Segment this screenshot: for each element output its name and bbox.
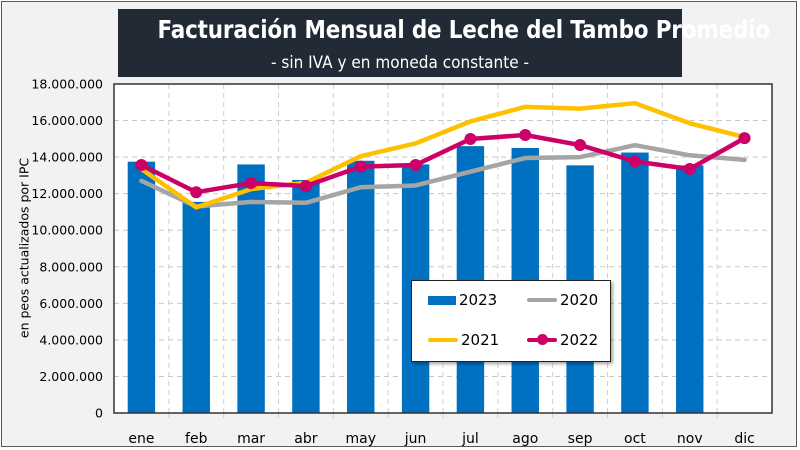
x-tick-label-abr: abr [294,431,317,447]
line-2022 [139,132,747,195]
line-series [135,100,751,210]
y-tick-label: 2.000.000 [39,369,103,384]
marker-2022-may [354,160,367,173]
x-tick-label-sep: sep [568,431,593,447]
marker-2022-ago [519,128,532,141]
y-tick-label: 0 [95,406,103,421]
title-box: Facturación Mensual de Leche del Tambo P… [118,9,770,77]
x-tick-label-mar: mar [237,431,265,447]
x-tick-label-nov: nov [677,431,703,447]
y-tick-label: 12.000.000 [31,186,103,201]
legend-label-2020: 2020 [560,291,599,309]
marker-2022-nov [683,162,696,175]
bar-2023-ene [127,161,156,413]
y-tick-labels: 0 2.000.000 4.000.000 6.000.000 8.000.000 10.… [31,77,103,421]
legend-marker-2022 [537,334,548,345]
x-tick-labels: ene feb mar abr may jun jul ago sep oct nov dic [128,431,754,447]
legend-label-2022: 2022 [560,331,599,349]
legend-item-2023: 2023 [428,291,497,309]
x-tick-label-dic: dic [734,431,754,447]
marker-2022-jun [409,158,422,171]
x-tick-label-feb: feb [185,431,208,447]
y-tick-label: 18.000.000 [31,77,103,92]
x-tick-label-jun: jun [404,431,427,447]
legend-item-2022: 2022 [527,331,598,349]
y-tick-label: 16.000.000 [31,113,103,128]
x-tick-label-may: may [345,431,376,447]
y-tick-label: 8.000.000 [39,259,103,274]
x-tick-label-ago: ago [512,431,538,447]
marker-2022-feb [190,186,203,199]
marker-2022-mar [245,177,258,190]
legend-label-2021: 2021 [461,331,500,349]
bar-2023-abr [292,179,320,413]
y-tick-label: 14.000.000 [31,150,103,165]
legend: 2023 2020 2021 2022 [411,280,611,362]
bar-2023-nov [676,165,704,413]
y-tick-label: 4.000.000 [39,332,103,347]
y-tick-label: 6.000.000 [39,296,103,311]
chart-subtitle: - sin IVA y en moneda constante - [270,53,530,73]
x-tick-label-oct: oct [624,431,646,447]
legend-item-2020: 2020 [527,291,598,309]
plot-area-border [113,83,773,414]
legend-swatch-2023 [428,295,456,305]
legend-swatch-2020 [527,298,557,302]
bar-2023-jul [456,146,485,413]
marker-2022-oct [628,155,641,168]
marker-2022-dic [738,132,751,145]
bar-2023-oct [621,152,649,413]
marker-2022-ene [135,158,148,171]
x-tick-label-jul: jul [461,431,479,447]
bars-2023 [127,146,704,413]
legend-label-2023: 2023 [459,291,498,309]
line-2021 [139,100,747,210]
bar-2023-feb [182,201,210,413]
legend-swatch-2022 [527,334,557,345]
bar-2023-mar [237,164,265,413]
legend-swatch-2021 [428,338,458,342]
y-tick-label: 10.000.000 [31,223,103,238]
x-tick-label-ene: ene [128,431,154,447]
line-2020 [139,142,747,209]
legend-item-2021: 2021 [428,331,499,349]
marker-2022-abr [299,179,312,192]
marker-2022-sep [574,139,587,152]
marker-2022-jul [464,133,477,146]
bar-2023-may [347,160,375,413]
